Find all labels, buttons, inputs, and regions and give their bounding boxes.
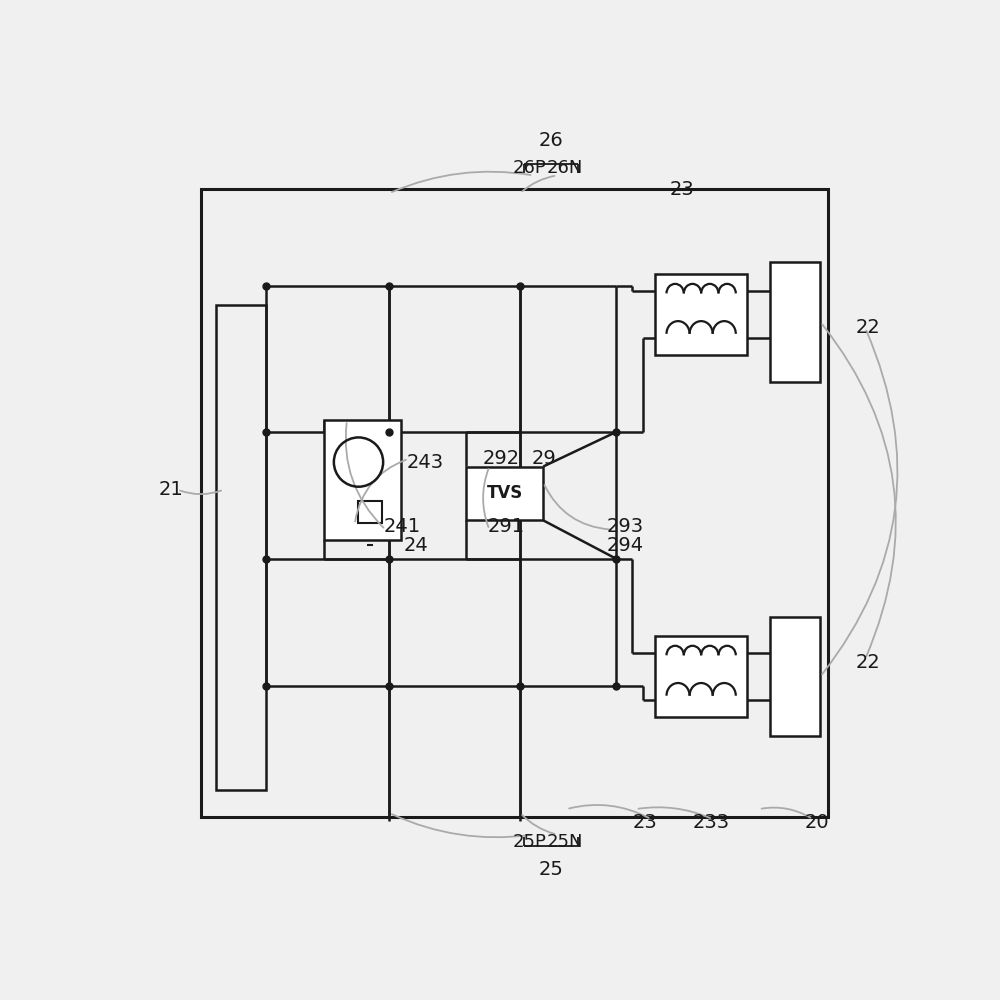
Text: 292: 292 — [482, 449, 520, 468]
Bar — [358, 501, 382, 523]
Text: 26N: 26N — [547, 159, 583, 177]
Bar — [770, 262, 820, 382]
Text: 243: 243 — [407, 453, 444, 472]
Text: 25P: 25P — [513, 833, 546, 851]
Text: 26P: 26P — [513, 159, 546, 177]
Bar — [216, 305, 266, 790]
Bar — [466, 466, 543, 520]
Text: 23: 23 — [633, 813, 657, 832]
Text: 29: 29 — [532, 449, 556, 468]
Bar — [655, 636, 747, 717]
Text: TVS: TVS — [487, 484, 523, 502]
Text: 293: 293 — [606, 517, 644, 536]
Bar — [770, 617, 820, 736]
Text: 25: 25 — [539, 860, 563, 879]
Bar — [201, 189, 828, 817]
Text: 20: 20 — [804, 813, 829, 832]
Text: 22: 22 — [856, 318, 881, 337]
Text: 291: 291 — [488, 517, 525, 536]
Text: 294: 294 — [606, 536, 644, 555]
Text: 21: 21 — [159, 480, 184, 499]
Text: 26: 26 — [539, 131, 563, 150]
Bar — [655, 274, 747, 355]
Text: 23: 23 — [670, 180, 694, 199]
Text: 25N: 25N — [547, 833, 583, 851]
Text: 24: 24 — [403, 536, 428, 555]
Bar — [324, 420, 401, 540]
Text: 241: 241 — [383, 517, 420, 536]
Text: 233: 233 — [693, 813, 730, 832]
Text: 22: 22 — [856, 653, 881, 672]
